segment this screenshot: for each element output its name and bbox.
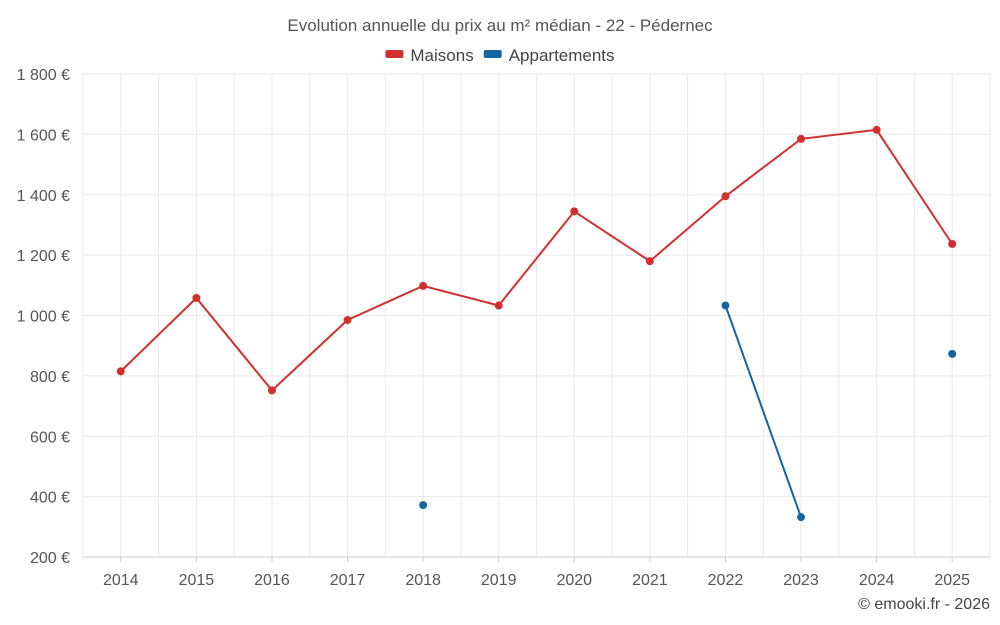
series-line [724,305,802,518]
y-tick-label: 400 € [30,490,70,507]
x-tick-label: 2019 [481,572,517,589]
data-point[interactable] [721,301,730,310]
data-point[interactable] [192,293,201,302]
y-tick-label: 1 600 € [17,127,70,144]
x-tick-label: 2021 [632,572,668,589]
data-point[interactable] [570,207,579,216]
legend-swatch [483,50,502,58]
data-point[interactable] [948,349,957,358]
y-tick-label: 800 € [30,369,70,386]
x-tick-label: 2016 [254,572,290,589]
x-tick-label: 2022 [708,572,744,589]
data-point[interactable] [419,501,428,510]
y-tick-label: 1 200 € [17,248,70,265]
data-point[interactable] [645,257,654,266]
data-point[interactable] [116,367,125,376]
data-point[interactable] [797,513,806,522]
legend-item-appartements[interactable]: Appartements [483,46,615,65]
data-point[interactable] [494,301,503,310]
x-tick-label: 2017 [330,572,366,589]
y-tick-label: 1 400 € [17,188,70,205]
data-point[interactable] [267,386,276,395]
data-point[interactable] [419,281,428,290]
legend[interactable]: Maisons Appartements [385,46,615,65]
x-tick-label: 2014 [103,572,139,589]
axes: 200 € 400 € 600 € 800 € 1 000 € 1 200 € 1 400 … [17,67,990,589]
legend-label: Maisons [410,46,473,65]
legend-item-maisons[interactable]: Maisons [385,46,474,65]
data-point[interactable] [872,125,881,134]
data-point[interactable] [797,134,806,143]
grid [82,73,991,557]
legend-swatch [385,50,404,58]
data-point[interactable] [721,192,730,201]
x-tick-label: 2023 [783,572,819,589]
y-tick-label: 1 000 € [17,309,70,326]
x-tick-label: 2025 [934,572,970,589]
x-tick-label: 2024 [859,572,895,589]
credit-text: © emooki.fr - 2026 [858,596,990,613]
y-tick-label: 1 800 € [17,67,70,84]
y-tick-label: 600 € [30,429,70,446]
series-line [120,128,954,392]
data-point[interactable] [343,316,352,325]
chart-title: Evolution annuelle du prix au m² médian … [287,16,713,35]
series-maisons [116,125,957,395]
series-layer [116,125,957,522]
data-point[interactable] [948,239,957,248]
legend-label: Appartements [509,46,615,65]
series-appartements [419,301,957,522]
x-tick-label: 2015 [179,572,215,589]
y-tick-label: 200 € [30,550,70,567]
x-tick-label: 2020 [556,572,592,589]
x-tick-label: 2018 [405,572,441,589]
